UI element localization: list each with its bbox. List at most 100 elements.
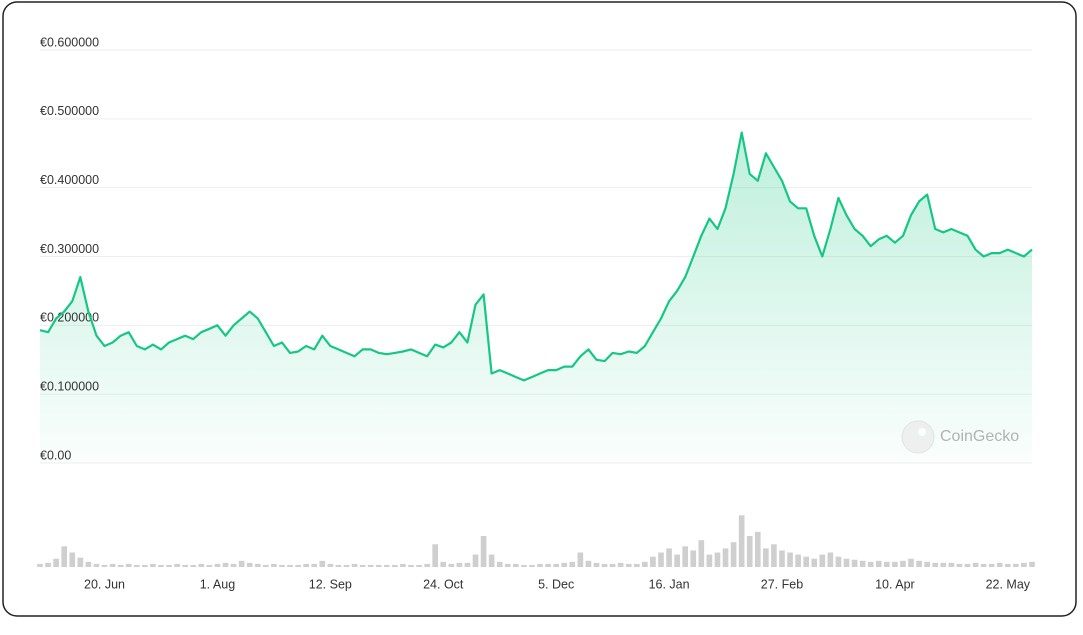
x-tick-label: 1. Aug	[200, 577, 235, 591]
volume-bar	[480, 536, 487, 567]
y-tick-label: €0.300000	[40, 242, 99, 256]
price-line	[39, 131, 1033, 382]
volume-bar	[279, 564, 285, 567]
volume-bar	[642, 561, 648, 567]
volume-bar	[674, 554, 680, 567]
x-tick-label: 24. Oct	[423, 577, 464, 591]
volume-bar	[577, 552, 584, 567]
volume-bar	[109, 563, 116, 567]
volume-bar	[85, 561, 92, 567]
volume-bar	[916, 560, 922, 567]
price-area	[40, 132, 1032, 463]
volume-bar	[198, 563, 205, 567]
volume-bar	[1021, 562, 1027, 567]
volume-bar	[940, 562, 947, 567]
volume-bar	[472, 554, 479, 567]
volume-bar	[537, 563, 543, 567]
x-tick-label: 12. Sep	[309, 577, 352, 591]
volume-bar	[367, 564, 374, 567]
volume-bar	[101, 564, 108, 567]
volume-bar	[924, 561, 930, 567]
volume-bar	[238, 560, 245, 567]
volume-bar	[867, 561, 874, 567]
volume-bar	[190, 564, 197, 567]
volume-bar	[133, 564, 140, 567]
volume-bar	[77, 557, 84, 567]
volume-bar	[787, 552, 793, 567]
volume-bar	[440, 561, 447, 567]
volume-bar	[287, 564, 293, 567]
volume-bar	[746, 536, 753, 567]
volume-bar	[254, 563, 261, 567]
volume-bar	[892, 561, 898, 567]
volume-bar	[601, 563, 608, 567]
volume-bar	[843, 558, 850, 567]
volume-bar	[488, 554, 495, 567]
volume-bar	[738, 515, 745, 567]
y-tick-label: €0.100000	[40, 379, 99, 393]
volume-bar	[166, 564, 172, 567]
volume-bar	[698, 540, 705, 567]
volume-bar	[996, 562, 1003, 567]
volume-bar	[795, 554, 801, 567]
volume-bar	[271, 563, 277, 567]
volume-bar	[174, 563, 180, 567]
volume-bar	[722, 548, 729, 567]
volume-bar	[779, 550, 785, 567]
volume-bar	[553, 563, 559, 567]
volume-bar	[633, 563, 640, 567]
volume-bar	[142, 564, 148, 567]
volume-bar	[303, 563, 309, 567]
volume-bar	[93, 563, 100, 567]
volume-bar	[948, 562, 955, 567]
y-tick-label: €0.600000	[40, 35, 99, 49]
volume-bar	[682, 546, 689, 567]
volume-bar	[230, 563, 237, 567]
volume-bar	[61, 546, 68, 567]
volume-bar	[1004, 563, 1011, 567]
volume-bar	[311, 563, 318, 567]
volume-bar	[408, 564, 414, 567]
volume-bar	[158, 564, 164, 567]
watermark-text: CoinGecko	[940, 428, 1019, 445]
volume-bar	[125, 563, 132, 567]
volume-bar	[827, 552, 834, 567]
volume-bar	[617, 562, 624, 567]
volume-bar	[972, 562, 979, 567]
volume-bar	[714, 552, 721, 567]
volume-bar	[609, 563, 616, 567]
volume-bar	[585, 560, 592, 567]
volume-bar	[988, 563, 995, 567]
volume-bar	[851, 559, 858, 567]
volume-bar	[295, 564, 301, 567]
volume-bar	[117, 564, 124, 567]
volume-bar	[706, 554, 713, 567]
volume-bar	[811, 558, 818, 567]
volume-bar	[666, 548, 672, 567]
x-tick-label: 22. May	[986, 577, 1031, 591]
volume-bar	[416, 564, 422, 567]
volume-bar	[964, 563, 971, 567]
volume-bar	[932, 562, 939, 567]
volume-bar	[222, 562, 229, 567]
volume-bar	[884, 561, 890, 567]
volume-bar	[545, 563, 551, 567]
volume-bar	[771, 544, 777, 567]
volume-bar	[448, 563, 455, 567]
volume-bar	[1029, 561, 1035, 567]
volume-bar	[593, 562, 600, 567]
volume-bar	[956, 563, 963, 567]
volume-bar	[859, 560, 866, 567]
volume-bar	[262, 564, 269, 567]
volume-bar	[392, 564, 398, 567]
volume-bar	[908, 558, 914, 567]
volume-bar	[456, 562, 463, 567]
volume-bar	[37, 563, 43, 567]
volume-bar	[730, 542, 737, 567]
x-tick-label: 16. Jan	[649, 577, 690, 591]
volume-bar	[504, 563, 511, 567]
volume-bar	[803, 556, 810, 567]
volume-bar	[900, 560, 906, 567]
